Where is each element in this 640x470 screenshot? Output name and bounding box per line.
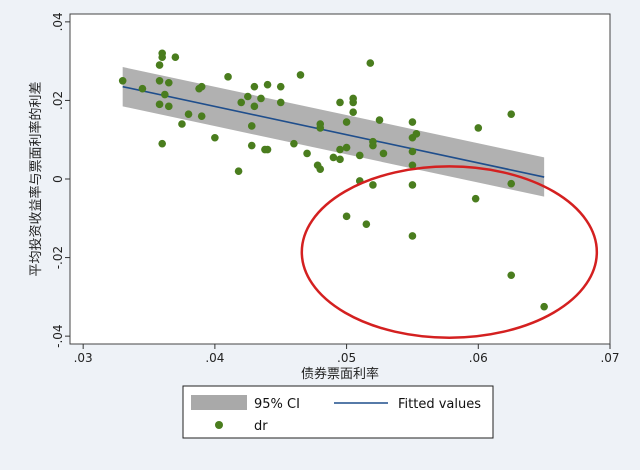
data-point <box>412 130 421 138</box>
data-point <box>369 181 377 189</box>
y-tick-label: -.02 <box>51 246 65 269</box>
axes-layer: .03 .04 .05 .06 .07 -.04 -.02 0 .02 .04 <box>51 12 620 365</box>
y-tick-label: -.04 <box>51 324 65 347</box>
data-point <box>197 82 206 91</box>
data-point <box>336 155 344 164</box>
data-point <box>296 71 305 79</box>
data-point <box>507 271 516 280</box>
y-axis-title: 平均投资收益率与票面利率的利差 <box>28 81 44 276</box>
legend-ci-swatch <box>191 395 247 410</box>
fit-line <box>122 85 545 178</box>
data-point <box>342 143 351 152</box>
data-point <box>336 98 344 107</box>
y-tick-label: .04 <box>51 12 65 31</box>
data-point <box>250 82 259 91</box>
data-point <box>171 53 180 62</box>
data-point <box>224 73 232 81</box>
data-point <box>237 98 246 107</box>
y-tick-label: .02 <box>51 91 65 110</box>
fit-line-layer <box>122 85 545 178</box>
data-point <box>118 76 127 85</box>
legend: 95% CI Fitted values dr <box>182 385 494 439</box>
data-point <box>247 122 256 130</box>
data-point <box>408 118 417 126</box>
data-point <box>211 133 219 142</box>
data-point <box>342 118 351 126</box>
data-point <box>158 49 166 58</box>
data-point <box>247 141 256 150</box>
data-point <box>408 161 417 170</box>
data-points-layer <box>118 49 548 311</box>
data-point <box>184 110 193 118</box>
legend-dr-swatch <box>215 421 223 429</box>
data-point <box>316 165 325 173</box>
data-point <box>316 120 325 128</box>
data-point <box>369 141 377 150</box>
data-point <box>408 181 417 189</box>
y-tick-label: 0 <box>51 175 65 183</box>
highlight-layer <box>300 165 599 339</box>
data-point <box>155 76 164 85</box>
data-point <box>244 92 252 101</box>
data-point <box>138 84 147 93</box>
x-axis-title: 债券票面利率 <box>301 366 379 382</box>
data-point <box>178 120 186 128</box>
data-point <box>471 194 480 203</box>
legend-dr-label: dr <box>254 419 268 434</box>
data-point <box>234 167 243 175</box>
data-point <box>507 179 516 188</box>
x-tick-label: .05 <box>337 351 356 365</box>
data-point <box>474 124 483 132</box>
x-tick-label: .06 <box>469 351 488 365</box>
data-point <box>276 98 285 107</box>
data-point <box>349 94 357 103</box>
legend-fit-label: Fitted values <box>398 397 481 412</box>
highlight-ellipse <box>300 165 599 339</box>
data-point <box>257 94 265 103</box>
data-point <box>379 149 388 158</box>
data-point <box>261 145 269 154</box>
data-point <box>155 61 164 69</box>
data-point <box>362 220 371 228</box>
data-point <box>408 147 417 156</box>
data-point <box>375 116 384 124</box>
data-point <box>303 149 311 158</box>
x-tick-label: .04 <box>205 351 224 365</box>
data-point <box>329 153 338 162</box>
data-point <box>197 112 206 120</box>
legend-ci-label: 95% CI <box>254 397 300 412</box>
data-point <box>161 90 169 99</box>
data-point <box>290 139 298 148</box>
data-point <box>164 102 173 111</box>
legend-box <box>182 385 494 439</box>
data-point <box>276 82 285 91</box>
data-point <box>155 100 164 109</box>
data-point <box>507 110 516 118</box>
data-point <box>158 139 166 148</box>
data-point <box>366 59 375 67</box>
data-point <box>336 145 344 154</box>
x-tick-label: .03 <box>74 351 93 365</box>
data-point <box>408 232 417 240</box>
data-point <box>355 151 364 160</box>
data-point <box>263 80 272 89</box>
data-point <box>342 212 351 221</box>
x-tick-label: .07 <box>600 351 619 365</box>
data-point <box>164 78 173 87</box>
data-point <box>250 102 259 111</box>
data-point <box>540 302 548 311</box>
data-point <box>349 108 357 117</box>
